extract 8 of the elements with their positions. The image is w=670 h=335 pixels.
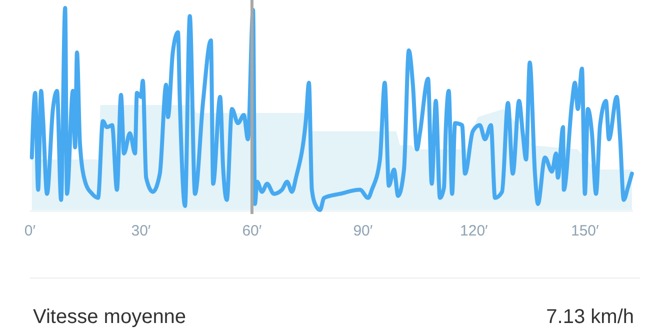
text: 7.13 km/h [546, 306, 634, 328]
x-tick-label: 120′ [460, 222, 488, 240]
x-tick-label: 60′ [242, 222, 262, 240]
x-tick-label: 0′ [24, 222, 36, 240]
x-tick-label: 90′ [353, 222, 373, 240]
text: Vitesse moyenne [33, 306, 186, 328]
x-tick-label: 30′ [131, 222, 151, 240]
x-tick-label: 150′ [570, 222, 600, 240]
